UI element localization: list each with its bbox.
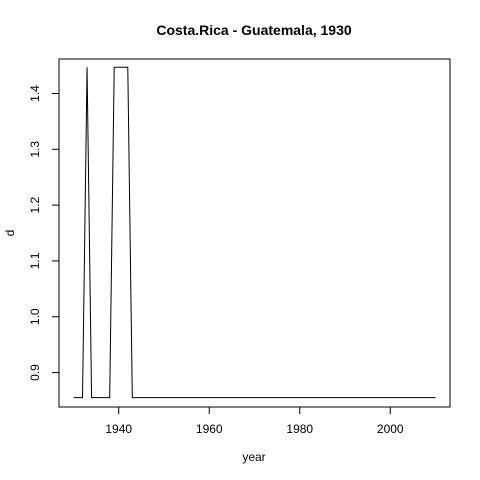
y-tick-label: 1.3 — [28, 141, 42, 158]
x-tick-label: 2000 — [377, 422, 404, 436]
x-axis-label: year — [242, 450, 265, 464]
chart-title: Costa.Rica - Guatemala, 1930 — [156, 22, 352, 38]
series-group — [73, 66, 436, 399]
x-tick-label: 1940 — [105, 422, 132, 436]
y-axis: 0.9 1.0 1.1 1.2 1.3 1.4 — [28, 85, 60, 381]
x-axis: 1940 1960 1980 2000 — [105, 406, 404, 436]
x-tick-label: 1960 — [196, 422, 223, 436]
y-tick-label: 0.9 — [28, 364, 42, 381]
y-tick-label: 1.2 — [28, 196, 42, 213]
y-tick-label: 1.1 — [28, 252, 42, 269]
y-axis-label: d — [3, 230, 17, 237]
series-line — [73, 66, 436, 399]
y-tick-label: 1.4 — [28, 85, 42, 102]
x-tick-label: 1980 — [286, 422, 313, 436]
y-tick-label: 1.0 — [28, 308, 42, 325]
